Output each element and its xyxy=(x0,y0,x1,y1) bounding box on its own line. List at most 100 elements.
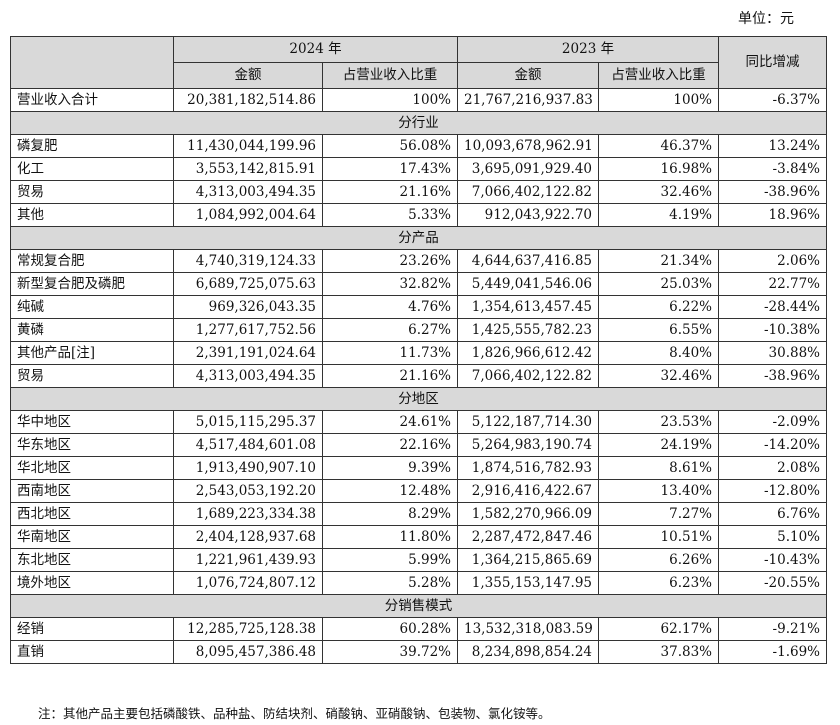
section-title: 分地区 xyxy=(10,387,827,411)
cell-share-2024: 24.61% xyxy=(322,410,458,434)
header-row-years: 2024 年 2023 年 同比增减 xyxy=(10,36,827,89)
cell-amount-2024: 3,553,142,815.91 xyxy=(173,157,323,181)
cell-share-2024: 32.82% xyxy=(322,272,458,296)
cell-amount-2024: 1,221,961,439.93 xyxy=(173,548,323,572)
cell-amount-2024: 11,430,044,199.96 xyxy=(173,134,323,158)
cell-amount-2023: 3,695,091,929.40 xyxy=(457,157,599,181)
row-label: 华东地区 xyxy=(10,433,174,457)
table-row: 西南地区 2,543,053,192.20 12.48% 2,916,416,422.… xyxy=(10,479,827,503)
cell-yoy: -1.69% xyxy=(718,640,827,664)
cell-yoy: 2.06% xyxy=(718,249,827,273)
cell-yoy: 30.88% xyxy=(718,341,827,365)
cell-amount-2023: 8,234,898,854.24 xyxy=(457,640,599,664)
cell-yoy: -9.21% xyxy=(718,617,827,641)
header-amount-2023: 金额 xyxy=(457,62,599,89)
cell-share-2024: 8.29% xyxy=(322,502,458,526)
header-2024: 2024 年 xyxy=(173,36,458,63)
cell-share-2024: 39.72% xyxy=(322,640,458,664)
cell-amount-2024: 4,740,319,124.33 xyxy=(173,249,323,273)
cell-yoy: 6.76% xyxy=(718,502,827,526)
cell-share-2024: 21.16% xyxy=(322,364,458,388)
table-row: 华南地区 2,404,128,937.68 11.80% 2,287,472,847.… xyxy=(10,525,827,549)
cell-share-2023: 6.22% xyxy=(598,295,719,319)
cell-share-2024: 5.28% xyxy=(322,571,458,595)
table-row: 境外地区 1,076,724,807.12 5.28% 1,355,153,147.9… xyxy=(10,571,827,595)
cell-share-2023: 23.53% xyxy=(598,410,719,434)
cell-share-2023: 32.46% xyxy=(598,364,719,388)
cell-share-2024: 5.33% xyxy=(322,203,458,227)
cell-share-2023: 37.83% xyxy=(598,640,719,664)
cell-amount-2023: 1,582,270,966.09 xyxy=(457,502,599,526)
cell-amount-2024: 1,913,490,907.10 xyxy=(173,456,323,480)
cell-share-2023: 4.19% xyxy=(598,203,719,227)
section-title: 分产品 xyxy=(10,226,827,250)
row-label: 华南地区 xyxy=(10,525,174,549)
cell-amount-2024: 2,543,053,192.20 xyxy=(173,479,323,503)
cell-yoy: 5.10% xyxy=(718,525,827,549)
total-share-2023: 100% xyxy=(598,88,719,112)
cell-amount-2024: 1,277,617,752.56 xyxy=(173,318,323,342)
table-row: 新型复合肥及磷肥 6,689,725,075.63 32.82% 5,449,041,… xyxy=(10,272,827,296)
cell-amount-2023: 912,043,922.70 xyxy=(457,203,599,227)
total-row: 营业收入合计 20,381,182,514.86 100% 21,767,216… xyxy=(10,88,827,112)
section-title: 分行业 xyxy=(10,111,827,135)
table-row: 华东地区 4,517,484,601.08 22.16% 5,264,983,190.… xyxy=(10,433,827,457)
cell-amount-2023: 1,826,966,612.42 xyxy=(457,341,599,365)
cell-share-2023: 6.26% xyxy=(598,548,719,572)
row-label: 其他产品[注] xyxy=(10,341,174,365)
cell-share-2024: 4.76% xyxy=(322,295,458,319)
cell-amount-2024: 2,404,128,937.68 xyxy=(173,525,323,549)
table-row: 其他 1,084,992,004.64 5.33% 912,043,922.70 4.1… xyxy=(10,203,827,227)
cell-yoy: 18.96% xyxy=(718,203,827,227)
row-label: 磷复肥 xyxy=(10,134,174,158)
cell-amount-2023: 1,355,153,147.95 xyxy=(457,571,599,595)
cell-share-2024: 6.27% xyxy=(322,318,458,342)
row-label: 化工 xyxy=(10,157,174,181)
section-title: 分销售模式 xyxy=(10,594,827,618)
cell-amount-2024: 969,326,043.35 xyxy=(173,295,323,319)
table-row: 贸易 4,313,003,494.35 21.16% 7,066,402,122.82… xyxy=(10,180,827,204)
cell-yoy: -20.55% xyxy=(718,571,827,595)
cell-amount-2023: 7,066,402,122.82 xyxy=(457,180,599,204)
header-share-2023: 占营业收入比重 xyxy=(598,62,719,89)
cell-yoy: -10.38% xyxy=(718,318,827,342)
cell-amount-2024: 1,084,992,004.64 xyxy=(173,203,323,227)
row-label: 东北地区 xyxy=(10,548,174,572)
cell-amount-2023: 4,644,637,416.85 xyxy=(457,249,599,273)
table-row: 纯碱 969,326,043.35 4.76% 1,354,613,457.45 6.2… xyxy=(10,295,827,319)
cell-share-2024: 22.16% xyxy=(322,433,458,457)
header-2023: 2023 年 xyxy=(457,36,719,63)
cell-amount-2024: 1,076,724,807.12 xyxy=(173,571,323,595)
section-header-row: 分产品 xyxy=(10,226,827,250)
row-label: 境外地区 xyxy=(10,571,174,595)
cell-share-2023: 6.55% xyxy=(598,318,719,342)
cell-yoy: -28.44% xyxy=(718,295,827,319)
cell-amount-2024: 5,015,115,295.37 xyxy=(173,410,323,434)
cell-yoy: 2.08% xyxy=(718,456,827,480)
cell-amount-2023: 1,354,613,457.45 xyxy=(457,295,599,319)
table-row: 化工 3,553,142,815.91 17.43% 3,695,091,929.40… xyxy=(10,157,827,181)
cell-share-2023: 46.37% xyxy=(598,134,719,158)
cell-share-2024: 11.80% xyxy=(322,525,458,549)
cell-share-2023: 32.46% xyxy=(598,180,719,204)
row-label: 西南地区 xyxy=(10,479,174,503)
section-header-row: 分销售模式 xyxy=(10,594,827,618)
row-label: 直销 xyxy=(10,640,174,664)
unit-label: 单位：元 xyxy=(738,11,794,27)
table-row: 常规复合肥 4,740,319,124.33 23.26% 4,644,637,416… xyxy=(10,249,827,273)
cell-amount-2024: 4,313,003,494.35 xyxy=(173,180,323,204)
cell-share-2024: 12.48% xyxy=(322,479,458,503)
header-share-2024: 占营业收入比重 xyxy=(322,62,458,89)
section-header-row: 分地区 xyxy=(10,387,827,411)
revenue-table: 2024 年 2023 年 同比增减 金额 占营业收入比重 金额 占营业收入比重… xyxy=(10,36,827,664)
cell-share-2023: 7.27% xyxy=(598,502,719,526)
cell-amount-2023: 5,122,187,714.30 xyxy=(457,410,599,434)
row-label: 华北地区 xyxy=(10,456,174,480)
total-amount-2023: 21,767,216,937.83 xyxy=(457,88,599,112)
row-label: 纯碱 xyxy=(10,295,174,319)
cell-share-2024: 21.16% xyxy=(322,180,458,204)
cell-yoy: -14.20% xyxy=(718,433,827,457)
row-label: 贸易 xyxy=(10,364,174,388)
cell-share-2023: 16.98% xyxy=(598,157,719,181)
cell-amount-2023: 1,874,516,782.93 xyxy=(457,456,599,480)
